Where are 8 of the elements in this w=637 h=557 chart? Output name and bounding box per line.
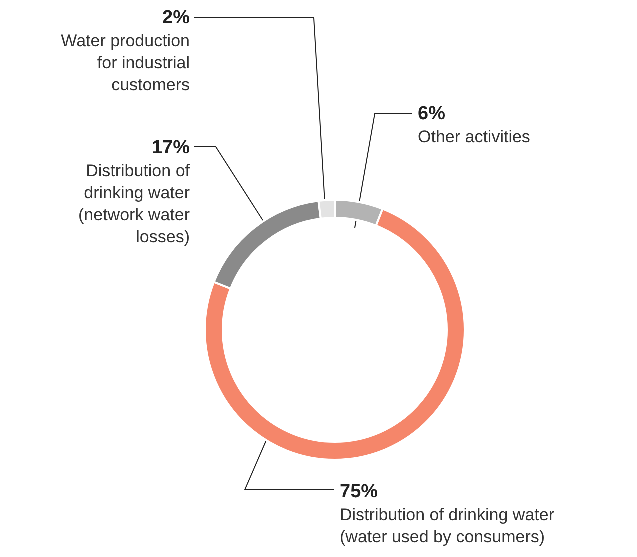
slice-label: Distribution of drinking water (water used by consumers) — [340, 506, 555, 546]
data-label: 17% — [152, 138, 190, 158]
slice-label: Water production for industrial customers — [61, 32, 190, 94]
data-label: 6% — [418, 104, 446, 124]
data-label: 2% — [162, 8, 190, 28]
data-label: 75% — [340, 482, 378, 502]
slice-label: Other activities — [418, 128, 530, 146]
slice-label: Distribution of drinking water (network water losses) — [78, 162, 190, 246]
